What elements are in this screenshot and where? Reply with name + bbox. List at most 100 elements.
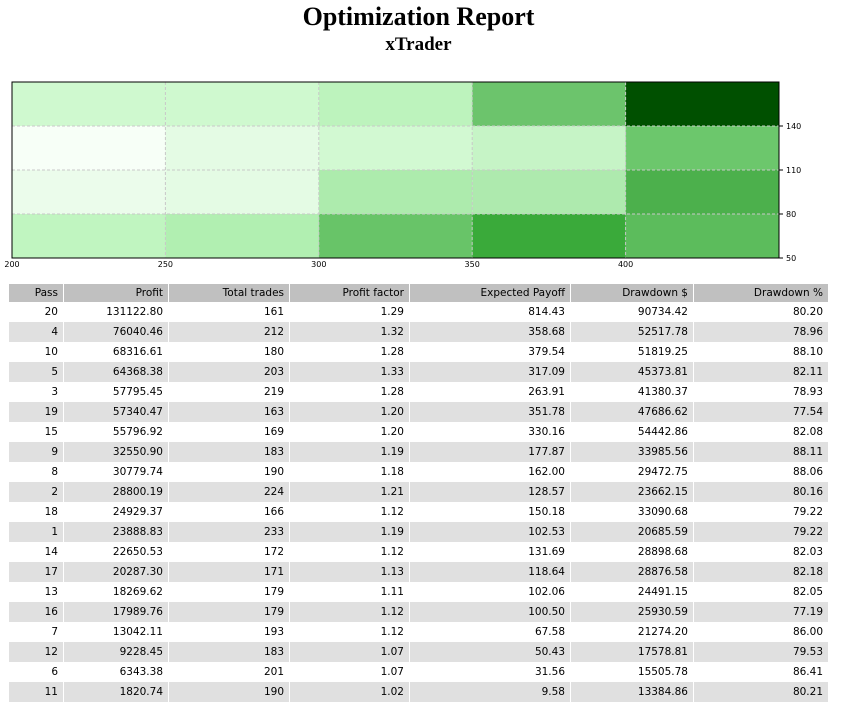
table-cell: 1.07 <box>290 662 410 682</box>
table-cell: 17 <box>9 562 64 582</box>
table-cell: 1 <box>9 522 64 542</box>
table-cell: 1.12 <box>290 502 410 522</box>
x-tick-label: 400 <box>618 260 633 269</box>
table-cell: 29472.75 <box>571 462 694 482</box>
table-cell: 13042.11 <box>64 622 169 642</box>
table-cell: 1.29 <box>290 302 410 322</box>
table-cell: 379.54 <box>410 342 571 362</box>
table-cell: 88.06 <box>694 462 829 482</box>
table-cell: 13384.86 <box>571 682 694 702</box>
table-cell: 179 <box>169 602 290 622</box>
table-cell: 180 <box>169 342 290 362</box>
table-cell: 20685.59 <box>571 522 694 542</box>
table-row: 2 28800.19 224 1.21 128.57 23662.15 80.16 <box>9 482 829 502</box>
table-cell: 20287.30 <box>64 562 169 582</box>
table-cell: 41380.37 <box>571 382 694 402</box>
table-cell: 190 <box>169 682 290 702</box>
heatmap-cell <box>625 126 779 170</box>
heatmap-cell <box>165 126 319 170</box>
table-cell: 2 <box>9 482 64 502</box>
table-cell: 28898.68 <box>571 542 694 562</box>
table-cell: 20 <box>9 302 64 322</box>
table-row: 3 57795.45 219 1.28 263.91 41380.37 78.93 <box>9 382 829 402</box>
table-cell: 15 <box>9 422 64 442</box>
heatmap-cell <box>472 126 626 170</box>
table-cell: 9 <box>9 442 64 462</box>
optimization-results-table: Pass Profit Total trades Profit factor Expec… <box>9 284 829 702</box>
x-tick-label: 200 <box>4 260 19 269</box>
column-header: Drawdown $ <box>571 284 694 302</box>
table-cell: 64368.38 <box>64 362 169 382</box>
heatmap-grid <box>12 82 779 258</box>
table-cell: 90734.42 <box>571 302 694 322</box>
table-cell: 79.53 <box>694 642 829 662</box>
table-cell: 1.13 <box>290 562 410 582</box>
table-cell: 163 <box>169 402 290 422</box>
heatmap-cell <box>472 82 626 126</box>
table-cell: 233 <box>169 522 290 542</box>
table-cell: 1.20 <box>290 402 410 422</box>
column-header: Profit <box>64 284 169 302</box>
x-tick-label: 350 <box>465 260 480 269</box>
heatmap-cell <box>318 170 473 214</box>
table-cell: 1.12 <box>290 622 410 642</box>
table-cell: 190 <box>169 462 290 482</box>
table-cell: 161 <box>169 302 290 322</box>
table-cell: 57340.47 <box>64 402 169 422</box>
table-cell: 50.43 <box>410 642 571 662</box>
table-cell: 9.58 <box>410 682 571 702</box>
optimization-heatmap: 200 250 300 350 400 140 110 80 50 <box>4 81 801 269</box>
heatmap-cell <box>12 126 166 170</box>
table-cell: 1.19 <box>290 522 410 542</box>
heatmap-y-axis: 140 110 80 50 <box>779 122 801 263</box>
table-cell: 28800.19 <box>64 482 169 502</box>
table-cell: 82.08 <box>694 422 829 442</box>
table-cell: 78.96 <box>694 322 829 342</box>
table-cell: 17578.81 <box>571 642 694 662</box>
heatmap-cell <box>625 214 779 258</box>
table-row: 16 17989.76 179 1.12 100.50 25930.59 77.19 <box>9 602 829 622</box>
table-cell: 31.56 <box>410 662 571 682</box>
table-cell: 102.53 <box>410 522 571 542</box>
table-cell: 224 <box>169 482 290 502</box>
x-tick-label: 250 <box>158 260 173 269</box>
table-cell: 171 <box>169 562 290 582</box>
table-cell: 162.00 <box>410 462 571 482</box>
table-cell: 150.18 <box>410 502 571 522</box>
table-row: 9 32550.90 183 1.19 177.87 33985.56 88.11 <box>9 442 829 462</box>
table-cell: 67.58 <box>410 622 571 642</box>
table-cell: 179 <box>169 582 290 602</box>
report-subtitle: xTrader <box>385 34 452 55</box>
table-cell: 1.19 <box>290 442 410 462</box>
table-cell: 183 <box>169 642 290 662</box>
table-cell: 1.32 <box>290 322 410 342</box>
report-title: Optimization Report <box>302 2 535 31</box>
table-cell: 15505.78 <box>571 662 694 682</box>
table-body: 20 131122.80 161 1.29 814.43 90734.42 80.20 4 76… <box>9 302 829 702</box>
table-cell: 118.64 <box>410 562 571 582</box>
table-cell: 1.33 <box>290 362 410 382</box>
table-cell: 86.00 <box>694 622 829 642</box>
table-cell: 172 <box>169 542 290 562</box>
table-cell: 1.28 <box>290 342 410 362</box>
table-row: 7 13042.11 193 1.12 67.58 21274.20 86.00 <box>9 622 829 642</box>
table-cell: 86.41 <box>694 662 829 682</box>
table-cell: 183 <box>169 442 290 462</box>
table-cell: 166 <box>169 502 290 522</box>
table-cell: 47686.62 <box>571 402 694 422</box>
column-header: Drawdown % <box>694 284 829 302</box>
heatmap-cell <box>318 82 473 126</box>
table-cell: 351.78 <box>410 402 571 422</box>
table-cell: 8 <box>9 462 64 482</box>
table-cell: 7 <box>9 622 64 642</box>
table-cell: 82.11 <box>694 362 829 382</box>
table-cell: 80.16 <box>694 482 829 502</box>
table-row: 8 30779.74 190 1.18 162.00 29472.75 88.06 <box>9 462 829 482</box>
table-cell: 80.21 <box>694 682 829 702</box>
table-cell: 14 <box>9 542 64 562</box>
table-cell: 1.12 <box>290 542 410 562</box>
table-cell: 1.20 <box>290 422 410 442</box>
heatmap-cell <box>12 214 166 258</box>
heatmap-cell <box>165 170 319 214</box>
table-row: 12 9228.45 183 1.07 50.43 17578.81 79.53 <box>9 642 829 662</box>
